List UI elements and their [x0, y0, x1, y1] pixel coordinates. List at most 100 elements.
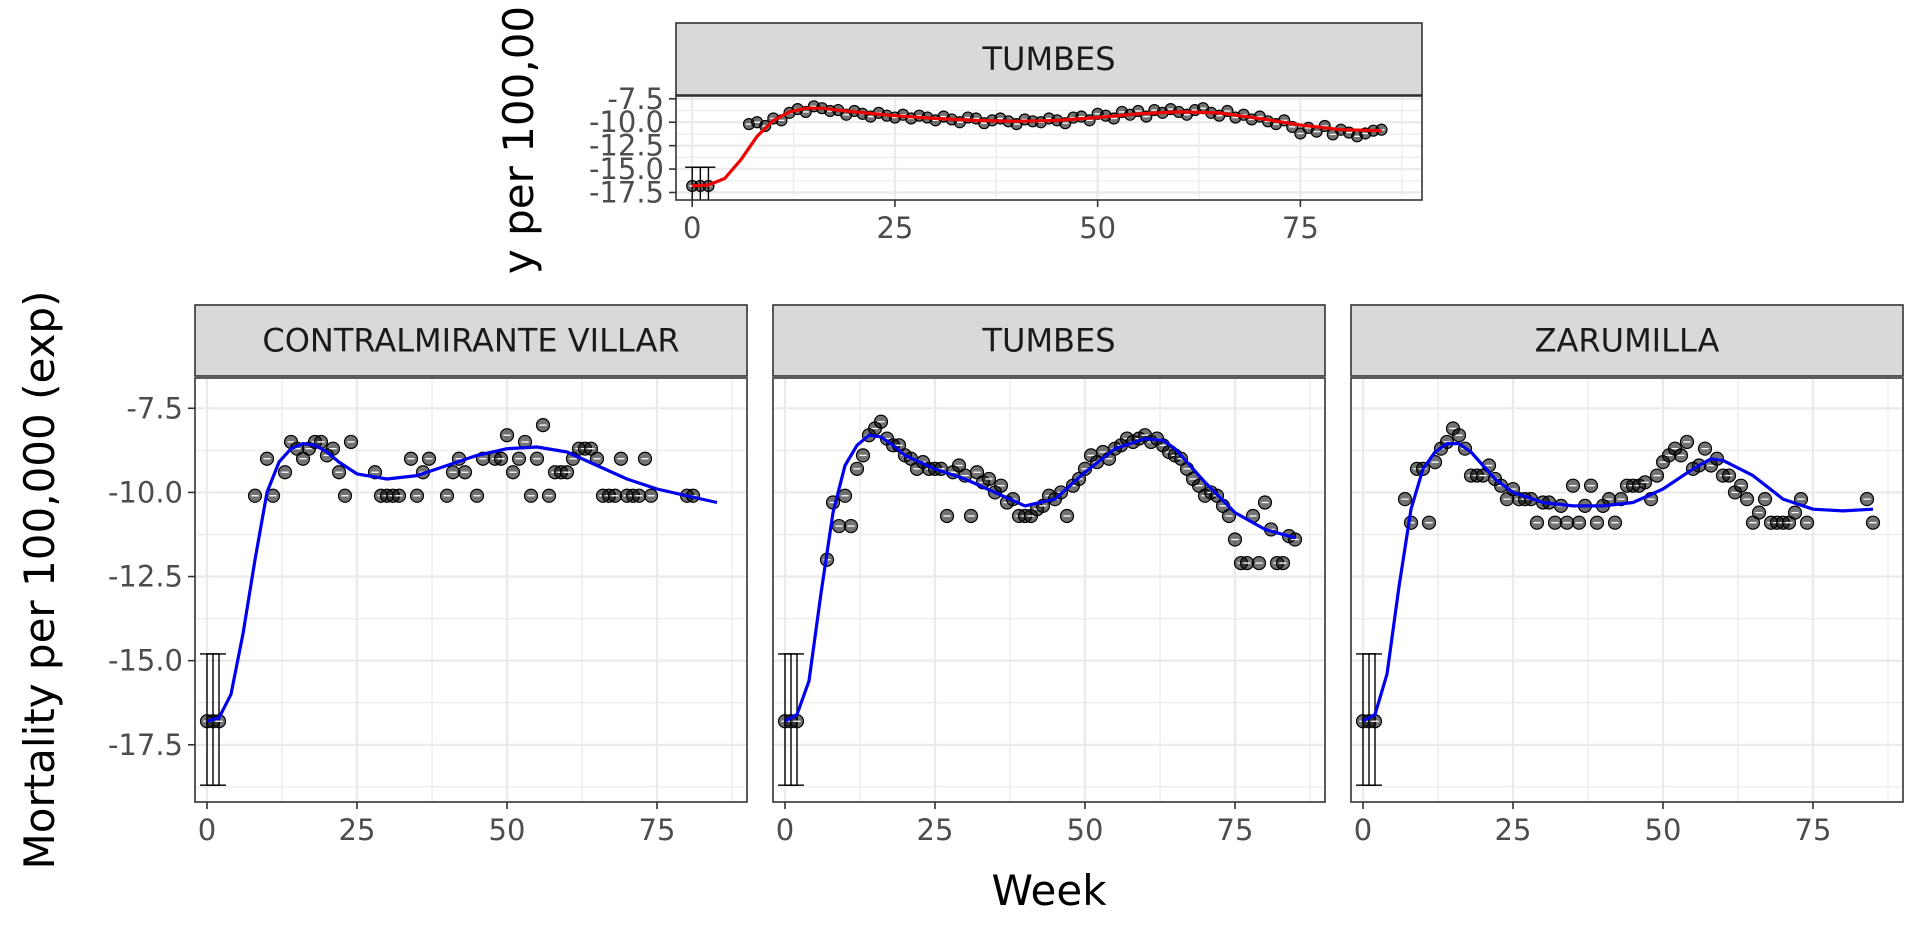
data-point [631, 488, 647, 503]
data-point [457, 465, 473, 480]
y-axis-title: Mortality per 100,000 (exp) [15, 291, 64, 870]
data-point [1757, 492, 1773, 507]
x-tick-label: 75 [1217, 813, 1254, 847]
data-point [589, 451, 605, 466]
data-point [831, 518, 847, 534]
facet-strip [194, 304, 748, 377]
data-point [1565, 478, 1581, 493]
data-point [1859, 492, 1875, 507]
data-point [1529, 515, 1545, 530]
x-axis-title: Week [991, 866, 1107, 915]
data-point [1733, 478, 1749, 493]
data-point [523, 488, 539, 503]
panel-bottom-right: ZARUMILLA 0 25 50 75 [1350, 304, 1904, 847]
data-point [493, 451, 509, 466]
x-tick-label: 0 [683, 211, 701, 245]
x-tick-label: 50 [489, 813, 526, 847]
data-point [511, 451, 527, 466]
data-point [409, 488, 425, 503]
data-point [331, 465, 347, 480]
y-tick-label: -7.5 [126, 391, 183, 425]
facet-strip [675, 22, 1423, 96]
data-point [1721, 468, 1737, 483]
y-tick-label: -15.0 [108, 644, 183, 678]
data-point [445, 465, 461, 480]
smooth-line [1362, 442, 1874, 723]
data-point [277, 465, 293, 480]
data-point [1679, 434, 1695, 450]
data-point [469, 488, 485, 503]
data-point [1787, 505, 1803, 520]
x-tick-label: 25 [339, 813, 376, 847]
facet-strip [772, 304, 1326, 377]
data-point [837, 488, 853, 503]
data-point [343, 434, 359, 450]
x-tick-label: 0 [1354, 813, 1372, 847]
x-tick-label: 75 [1795, 813, 1832, 847]
smooth-line [206, 442, 718, 723]
panel-plot-area [676, 96, 1422, 200]
smooth-line [784, 433, 1296, 723]
data-point [613, 451, 629, 466]
data-point [637, 451, 653, 466]
panel-plot-area [773, 378, 1325, 802]
data-point [1059, 508, 1075, 524]
y-tick-label: -10.0 [589, 105, 664, 139]
x-tick-label: 25 [876, 211, 913, 245]
data-point [1571, 515, 1587, 530]
x-tick-label: 25 [1495, 813, 1532, 847]
data-point [759, 119, 772, 133]
x-tick-label: 0 [198, 813, 216, 847]
data-point [849, 461, 865, 476]
panel-plot-area [1351, 378, 1903, 802]
panel-border [1350, 377, 1904, 803]
data-point [1559, 515, 1575, 530]
data-point [391, 488, 407, 503]
facet-strip [1350, 304, 1904, 377]
data-point [529, 451, 545, 466]
x-tick-label: 50 [1645, 813, 1682, 847]
data-point [1865, 515, 1881, 530]
data-point [643, 488, 659, 503]
data-point [1739, 492, 1755, 507]
data-point [843, 518, 859, 534]
data-point [1673, 448, 1689, 463]
data-point [1257, 495, 1273, 510]
data-point [247, 488, 263, 503]
x-tick-label: 25 [917, 813, 954, 847]
data-point [939, 508, 955, 524]
data-point [1239, 555, 1255, 571]
x-tick-label: 50 [1079, 211, 1116, 245]
x-tick-label: 0 [776, 813, 794, 847]
data-point [1799, 515, 1815, 530]
panel-plot-area [195, 378, 747, 802]
data-point [421, 451, 437, 466]
y-tick-label: -7.5 [607, 82, 664, 116]
data-point [499, 428, 515, 443]
data-point [981, 471, 997, 487]
data-point [1173, 451, 1189, 466]
data-point [259, 451, 275, 466]
data-point [535, 418, 551, 433]
top-y-axis-title: y per 100,00 [494, 6, 543, 274]
data-point [403, 451, 419, 466]
panel-top: TUMBES 0 25 50 75 -7.5-10.0-12.5-15.0-17.5 [589, 22, 1423, 245]
facet-strip-label: TUMBES [981, 40, 1115, 78]
panel-border [675, 95, 1423, 201]
facet-strip-label: ZARUMILLA [1535, 322, 1720, 360]
data-point [1589, 515, 1605, 530]
data-point [1421, 515, 1437, 530]
panel-border [772, 377, 1326, 803]
data-point [1607, 515, 1623, 530]
data-point [541, 488, 557, 503]
facet-strip-label: TUMBES [981, 322, 1115, 360]
data-point [963, 508, 979, 524]
y-tick-label: -10.0 [108, 475, 183, 509]
panel-bottom-left: CONTRALMIRANTE VILLAR 0 25 50 75 -7.5 -10.0 -12… [108, 304, 748, 847]
facet-strip-label: CONTRALMIRANTE VILLAR [262, 322, 679, 360]
data-point [1547, 515, 1563, 530]
y-tick-label: -17.5 [589, 176, 664, 210]
